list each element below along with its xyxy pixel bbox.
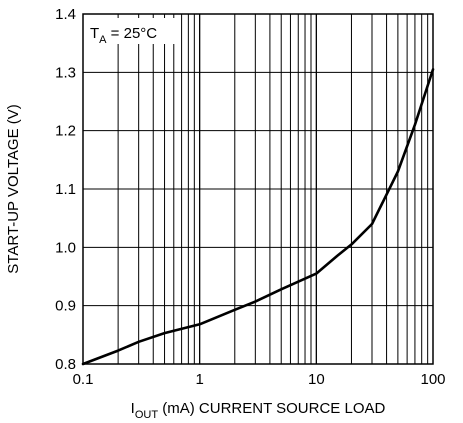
x-axis-label-main: I: [131, 400, 135, 417]
y-tick-labels: 0.8 0.9 1.0 1.1 1.2 1.3 1.4: [55, 6, 76, 373]
y-tick-label: 1.3: [55, 64, 76, 81]
y-tick-label: 1.1: [55, 181, 76, 198]
plot-frame: [82, 13, 434, 365]
grid: [83, 14, 433, 364]
x-tick-label: 0.1: [73, 371, 94, 388]
y-tick-label: 0.9: [55, 298, 76, 315]
x-tick-label: 10: [308, 371, 325, 388]
y-tick-label: 1.2: [55, 123, 76, 140]
x-axis-label-subscript: OUT: [135, 409, 159, 421]
annotation-rest: = 25°C: [107, 25, 158, 42]
y-axis-label: START-UP VOLTAGE (V): [5, 104, 22, 273]
y-tick-label: 0.8: [55, 356, 76, 373]
x-axis-label: IOUT (mA) CURRENT SOURCE LOAD: [131, 400, 386, 421]
x-axis-label-rest: (mA) CURRENT SOURCE LOAD: [158, 400, 385, 417]
temperature-annotation: TA = 25°C: [90, 25, 157, 46]
x-tick-label: 1: [195, 371, 203, 388]
x-tick-labels: 0.1 1 10 100: [73, 371, 446, 388]
annotation-main: T: [90, 25, 99, 42]
x-tick-label: 100: [420, 371, 445, 388]
startup-voltage-curve: [81, 68, 435, 366]
annotation-subscript: A: [99, 34, 107, 46]
annotation-box: TA = 25°C: [84, 18, 176, 46]
y-tick-label: 1.4: [55, 6, 76, 23]
y-tick-label: 1.0: [55, 239, 76, 256]
